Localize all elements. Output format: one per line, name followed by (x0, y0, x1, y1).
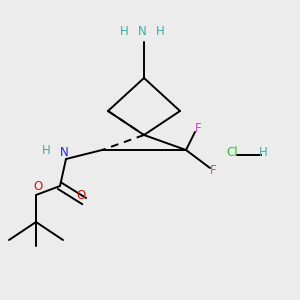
Text: H: H (259, 146, 268, 160)
Text: H: H (42, 143, 51, 157)
Text: N: N (138, 25, 147, 38)
Text: F: F (195, 122, 201, 135)
Text: N: N (60, 146, 69, 160)
Text: F: F (210, 164, 216, 177)
Text: O: O (34, 179, 43, 193)
Text: H: H (156, 25, 165, 38)
Text: H: H (120, 25, 129, 38)
Text: Cl: Cl (227, 146, 238, 160)
Text: O: O (76, 189, 85, 202)
